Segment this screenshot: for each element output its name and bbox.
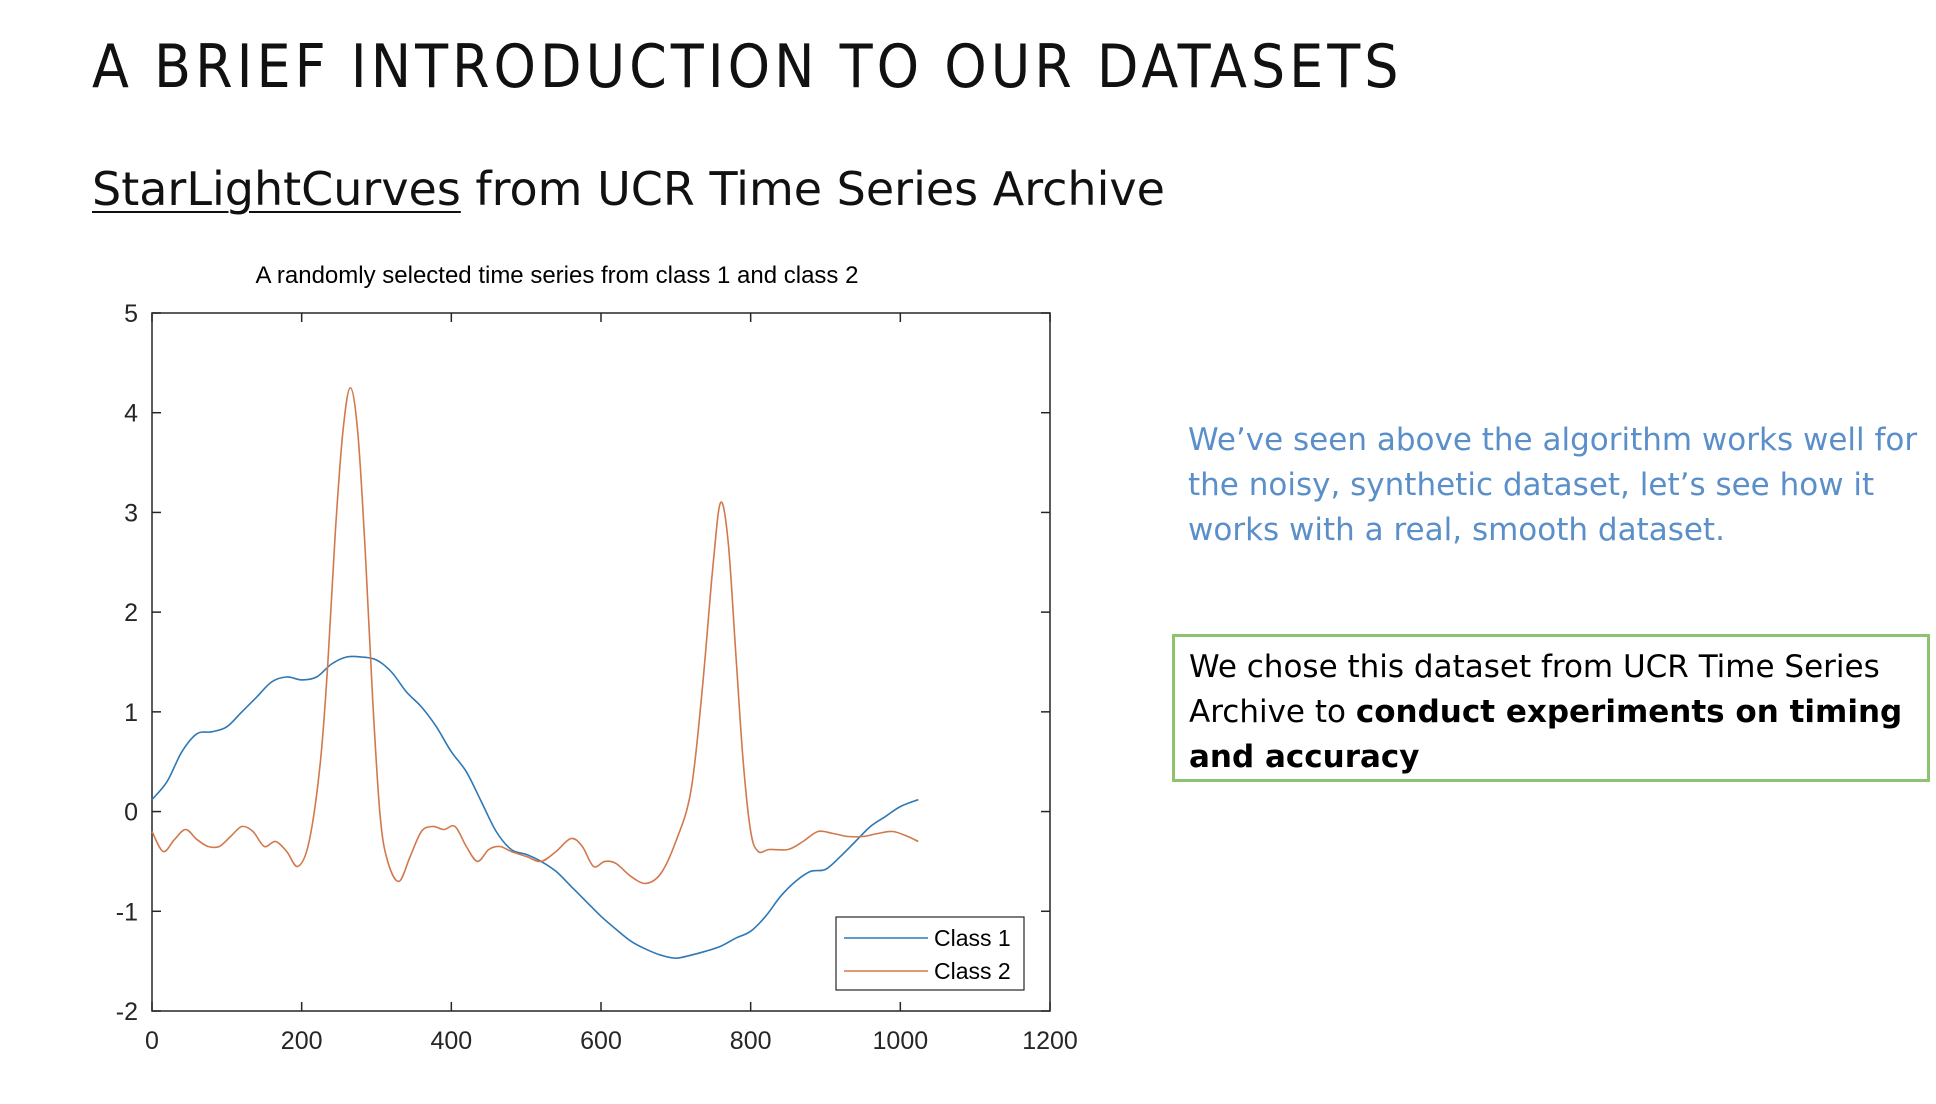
dataset-name-link[interactable]: StarLightCurves [92,162,461,216]
y-tick-label: 4 [124,400,138,428]
x-tick-label: 800 [730,1027,772,1055]
dataset-choice-box: We chose this dataset from UCR Time Seri… [1172,634,1930,782]
legend-label-2: Class 2 [934,958,1011,984]
chart-legend: Class 1 Class 2 [835,916,1025,991]
chart-title: A randomly selected time series from cla… [256,262,859,289]
series-line-2 [151,386,919,885]
y-tick-label: 3 [124,499,138,527]
dataset-choice-text: We chose this dataset from UCR Time Seri… [1189,649,1880,730]
x-tick-label: 200 [281,1027,323,1055]
line-chart: A randomly selected time series from cla… [90,250,1100,1085]
x-tick-label: 1200 [1022,1027,1078,1055]
subtitle-rest: from UCR Time Series Archive [460,162,1165,216]
x-tick-label: 1000 [873,1027,929,1055]
x-tick-label: 600 [580,1027,622,1055]
dataset-choice-emphasis: conduct experiments on timing and accura… [1189,694,1903,775]
x-tick-label: 400 [430,1027,472,1055]
legend-box [835,916,1025,991]
slide-subtitle: StarLightCurves from UCR Time Series Arc… [92,162,1165,216]
intro-note: We’ve seen above the algorithm works wel… [1188,422,1918,548]
series-line-1 [151,655,919,960]
legend-label-1: Class 1 [934,925,1011,951]
x-tick-label: 0 [145,1027,159,1055]
y-tick-label: 1 [124,699,138,727]
y-tick-label: 0 [124,799,138,827]
chart-svg: A randomly selected time series from cla… [116,262,1078,1055]
y-tick-label: 2 [124,599,138,627]
plot-area-frame [151,312,1051,1012]
y-tick-label: 5 [124,300,138,328]
y-tick-label: -1 [116,898,138,926]
slide-title: A BRIEF INTRODUCTION TO OUR DATASETS [92,32,1403,102]
y-tick-label: -2 [116,998,138,1026]
